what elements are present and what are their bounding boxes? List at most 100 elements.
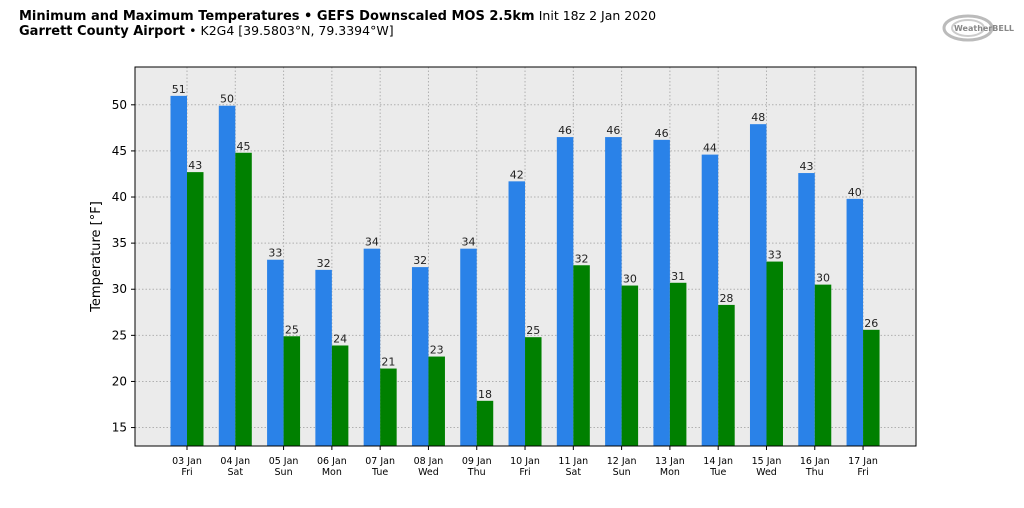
x-tick-label-date: 10 Jan xyxy=(510,456,540,467)
y-tick-label: 25 xyxy=(112,328,127,342)
y-tick-label: 50 xyxy=(112,98,127,112)
bar-value-label: 33 xyxy=(268,247,282,260)
min-temp-bar xyxy=(187,172,204,446)
max-temp-bar xyxy=(653,139,670,446)
bar-value-label: 25 xyxy=(526,324,540,337)
max-temp-bar xyxy=(846,198,864,446)
max-temp-bar xyxy=(411,267,429,446)
bar-value-label: 42 xyxy=(510,168,524,181)
bar-value-label: 48 xyxy=(751,111,765,124)
bar-value-label: 24 xyxy=(333,332,347,345)
x-tick-label-date: 12 Jan xyxy=(607,456,637,467)
x-tick-label-day: Fri xyxy=(857,467,868,478)
x-tick-label-day: Wed xyxy=(418,467,439,478)
x-tick-label-day: Fri xyxy=(181,467,192,478)
max-temp-bar xyxy=(749,124,767,446)
max-temp-bar xyxy=(556,137,574,447)
max-temp-bar xyxy=(170,95,187,447)
plot-frame xyxy=(134,66,917,447)
x-tick-label-date: 15 Jan xyxy=(752,456,782,467)
max-temp-bar xyxy=(508,181,526,446)
x-tick-label-day: Sun xyxy=(613,467,631,478)
bar-value-label: 43 xyxy=(188,159,202,172)
bar-value-label: 26 xyxy=(864,317,878,330)
y-tick-label: 35 xyxy=(112,236,127,250)
min-temp-bar xyxy=(863,329,880,446)
x-tick-label-date: 09 Jan xyxy=(462,456,492,467)
x-tick-label-day: Wed xyxy=(756,467,777,478)
bar-value-label: 50 xyxy=(220,93,234,106)
y-tick-label: 20 xyxy=(112,374,127,388)
bar-value-label: 23 xyxy=(430,344,444,357)
x-tick-label-date: 05 Jan xyxy=(269,456,299,467)
bar-value-label: 30 xyxy=(623,273,637,286)
min-temp-bar xyxy=(331,345,349,446)
bar-value-label: 43 xyxy=(800,160,814,173)
min-temp-bar xyxy=(718,304,735,446)
bar-value-label: 18 xyxy=(478,388,492,401)
y-tick-label: 15 xyxy=(112,421,127,435)
bar-value-label: 51 xyxy=(172,83,186,96)
bar-value-label: 34 xyxy=(365,236,379,249)
chart-title: Minimum and Maximum Temperatures • GEFS … xyxy=(19,8,657,24)
max-temp-bar xyxy=(267,259,284,446)
min-temp-bar xyxy=(621,285,639,446)
max-temp-bar xyxy=(315,269,332,446)
station-info: • K2G4 [39.5803°N, 79.3394°W] xyxy=(189,23,394,38)
bar-value-label: 46 xyxy=(655,127,669,140)
x-tick-label-date: 14 Jan xyxy=(703,456,733,467)
min-temp-bar xyxy=(573,265,590,446)
weatherbell-logo: WeatherBELL xyxy=(940,10,1020,44)
x-tick-label-day: Sat xyxy=(566,467,582,478)
bar-value-label: 46 xyxy=(606,124,620,137)
bar-value-label: 44 xyxy=(703,142,717,155)
min-temp-bar xyxy=(380,368,397,446)
bar-value-label: 32 xyxy=(575,252,589,265)
min-temp-bar xyxy=(669,282,687,446)
bar-value-label: 25 xyxy=(285,323,299,336)
max-temp-bar xyxy=(798,173,815,446)
x-tick-label-date: 03 Jan xyxy=(172,456,202,467)
y-tick-label: 40 xyxy=(112,190,127,204)
bar-value-label: 33 xyxy=(768,249,782,262)
bar-value-label: 32 xyxy=(413,254,427,267)
y-axis-label: Temperature [°F] xyxy=(89,201,104,313)
x-tick-label-day: Fri xyxy=(519,467,530,478)
max-temp-bar xyxy=(460,248,477,446)
x-tick-label-date: 16 Jan xyxy=(800,456,830,467)
station-title: Garrett County Airport • K2G4 [39.5803°N… xyxy=(19,23,394,39)
min-temp-bar xyxy=(476,400,494,446)
x-tick-label-day: Tue xyxy=(709,467,726,478)
min-temp-bar xyxy=(525,337,542,446)
x-tick-label-date: 07 Jan xyxy=(365,456,395,467)
bar-value-label: 34 xyxy=(461,236,475,249)
min-temp-bar xyxy=(766,261,783,446)
x-tick-label-date: 04 Jan xyxy=(220,456,250,467)
max-temp-bar xyxy=(218,105,236,447)
min-temp-bar xyxy=(814,284,832,446)
bar-value-label: 30 xyxy=(816,272,830,285)
min-temp-bar xyxy=(283,336,301,446)
x-tick-label-day: Tue xyxy=(371,467,388,478)
bar-value-label: 31 xyxy=(671,270,685,283)
x-tick-label-date: 13 Jan xyxy=(655,456,685,467)
y-tick-label: 30 xyxy=(112,282,127,296)
x-tick-label-day: Sun xyxy=(275,467,293,478)
x-tick-label-day: Mon xyxy=(660,467,680,478)
x-tick-label-date: 08 Jan xyxy=(414,456,444,467)
y-tick-label: 45 xyxy=(112,144,127,158)
x-tick-label-date: 11 Jan xyxy=(558,456,588,467)
bar-value-label: 45 xyxy=(237,140,251,153)
x-tick-label-date: 06 Jan xyxy=(317,456,347,467)
max-temp-bar xyxy=(701,154,719,447)
bar-value-label: 21 xyxy=(381,356,395,369)
bar-value-label: 40 xyxy=(848,186,862,199)
x-tick-label-date: 17 Jan xyxy=(848,456,878,467)
x-tick-label-day: Thu xyxy=(467,467,486,478)
x-tick-label-day: Sat xyxy=(228,467,244,478)
bar-value-label: 46 xyxy=(558,124,572,137)
init-time: Init 18z 2 Jan 2020 xyxy=(538,8,657,23)
min-temp-bar xyxy=(235,152,252,446)
x-tick-label-day: Mon xyxy=(322,467,342,478)
